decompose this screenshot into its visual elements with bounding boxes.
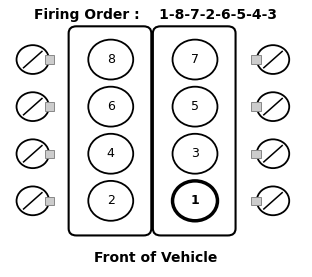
- Circle shape: [173, 181, 217, 221]
- FancyBboxPatch shape: [45, 197, 54, 205]
- FancyBboxPatch shape: [251, 55, 261, 64]
- Circle shape: [88, 87, 133, 127]
- Text: Front of Vehicle: Front of Vehicle: [94, 251, 218, 265]
- Text: 6: 6: [107, 100, 115, 113]
- Circle shape: [17, 45, 49, 74]
- FancyBboxPatch shape: [153, 26, 236, 235]
- Text: 5: 5: [191, 100, 199, 113]
- Circle shape: [257, 45, 289, 74]
- Circle shape: [17, 92, 49, 121]
- Circle shape: [88, 181, 133, 221]
- FancyBboxPatch shape: [251, 150, 261, 158]
- FancyBboxPatch shape: [45, 150, 54, 158]
- Text: 8: 8: [107, 53, 115, 66]
- Circle shape: [88, 40, 133, 79]
- Circle shape: [17, 186, 49, 215]
- Circle shape: [17, 139, 49, 168]
- FancyBboxPatch shape: [251, 197, 261, 205]
- Circle shape: [257, 92, 289, 121]
- Circle shape: [257, 139, 289, 168]
- Text: 1: 1: [191, 194, 199, 207]
- Circle shape: [173, 87, 217, 127]
- Text: 7: 7: [191, 53, 199, 66]
- Circle shape: [257, 186, 289, 215]
- FancyBboxPatch shape: [45, 55, 54, 64]
- Text: 3: 3: [191, 147, 199, 160]
- Circle shape: [173, 40, 217, 79]
- FancyBboxPatch shape: [69, 26, 151, 235]
- Circle shape: [173, 134, 217, 174]
- Text: 2: 2: [107, 194, 115, 207]
- Circle shape: [88, 134, 133, 174]
- FancyBboxPatch shape: [45, 102, 54, 111]
- Text: Firing Order :    1-8-7-2-6-5-4-3: Firing Order : 1-8-7-2-6-5-4-3: [35, 8, 277, 22]
- Text: 4: 4: [107, 147, 115, 160]
- FancyBboxPatch shape: [251, 102, 261, 111]
